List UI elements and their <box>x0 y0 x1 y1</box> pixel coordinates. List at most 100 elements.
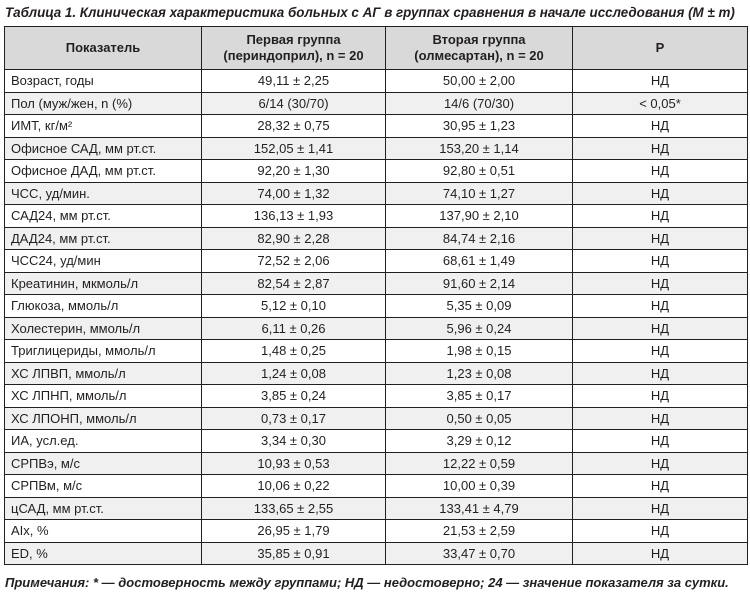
column-header-sublabel: (периндоприл), n = 20 <box>223 48 364 63</box>
group-2-value-cell: 33,47 ± 0,70 <box>385 541 573 565</box>
group-2-value-cell: 12,22 ± 0,59 <box>385 451 573 475</box>
table-row: ED, % 35,85 ± 0,91 33,47 ± 0,70 НД <box>4 541 748 565</box>
table-note: Примечания: * — достоверность между груп… <box>5 575 729 590</box>
parameter-cell: Креатинин, мкмоль/л <box>4 271 202 295</box>
parameter-cell: ХС ЛПОНП, ммоль/л <box>4 406 202 430</box>
p-value-cell: НД <box>572 204 748 228</box>
parameter-cell: ХС ЛПНП, ммоль/л <box>4 384 202 408</box>
group-2-value-cell: 74,10 ± 1,27 <box>385 181 573 205</box>
group-1-value-cell: 3,34 ± 0,30 <box>201 429 386 453</box>
group-2-value-cell: 50,00 ± 2,00 <box>385 69 573 93</box>
group-2-value-cell: 3,85 ± 0,17 <box>385 384 573 408</box>
column-header-group-1: Первая группа (периндоприл), n = 20 <box>201 26 386 70</box>
column-header-label: Вторая группа <box>432 32 526 47</box>
p-value-cell: НД <box>572 541 748 565</box>
group-2-value-cell: 153,20 ± 1,14 <box>385 136 573 160</box>
table-row: ХС ЛПНП, ммоль/л 3,85 ± 0,24 3,85 ± 0,17 НД <box>4 384 748 408</box>
group-1-value-cell: 92,20 ± 1,30 <box>201 159 386 183</box>
parameter-cell: САД24, мм рт.ст. <box>4 204 202 228</box>
group-2-value-cell: 133,41 ± 4,79 <box>385 496 573 520</box>
column-header-parameter: Показатель <box>4 26 202 70</box>
p-value-cell: НД <box>572 114 748 138</box>
p-value-cell: НД <box>572 159 748 183</box>
parameter-cell: AIx, % <box>4 519 202 543</box>
table-row: СРПВэ, м/с 10,93 ± 0,53 12,22 ± 0,59 НД <box>4 451 748 475</box>
p-value-cell: НД <box>572 226 748 250</box>
group-1-value-cell: 6,11 ± 0,26 <box>201 316 386 340</box>
table-row: СРПВм, м/с 10,06 ± 0,22 10,00 ± 0,39 НД <box>4 474 748 498</box>
p-value-cell: НД <box>572 339 748 363</box>
table-row: AIx, % 26,95 ± 1,79 21,53 ± 2,59 НД <box>4 519 748 543</box>
parameter-cell: ХС ЛПВП, ммоль/л <box>4 361 202 385</box>
group-1-value-cell: 35,85 ± 0,91 <box>201 541 386 565</box>
group-1-value-cell: 5,12 ± 0,10 <box>201 294 386 318</box>
p-value-cell: НД <box>572 249 748 273</box>
column-header-sublabel: (олмесартан), n = 20 <box>414 48 544 63</box>
group-1-value-cell: 26,95 ± 1,79 <box>201 519 386 543</box>
table-row: Глюкоза, ммоль/л 5,12 ± 0,10 5,35 ± 0,09 НД <box>4 294 748 318</box>
column-header-label: Показатель <box>65 40 141 55</box>
table-row: Офисное ДАД, мм рт.ст. 92,20 ± 1,30 92,80 … <box>4 159 748 183</box>
group-2-value-cell: 0,50 ± 0,05 <box>385 406 573 430</box>
group-1-value-cell: 82,54 ± 2,87 <box>201 271 386 295</box>
group-2-value-cell: 10,00 ± 0,39 <box>385 474 573 498</box>
parameter-cell: Офисное ДАД, мм рт.ст. <box>4 159 202 183</box>
group-1-value-cell: 6/14 (30/70) <box>201 91 386 115</box>
table-row: ХС ЛПОНП, ммоль/л 0,73 ± 0,17 0,50 ± 0,05 Н… <box>4 406 748 430</box>
group-2-value-cell: 3,29 ± 0,12 <box>385 429 573 453</box>
parameter-cell: ED, % <box>4 541 202 565</box>
p-value-cell: НД <box>572 316 748 340</box>
table-row: Пол (муж/жен, n (%) 6/14 (30/70) 14/6 (70/… <box>4 91 748 115</box>
group-2-value-cell: 137,90 ± 2,10 <box>385 204 573 228</box>
table-row: Триглицериды, ммоль/л 1,48 ± 0,25 1,98 ± 0… <box>4 339 748 363</box>
group-2-value-cell: 1,23 ± 0,08 <box>385 361 573 385</box>
clinical-characteristics-table: Показатель Первая группа (периндоприл), … <box>4 26 748 565</box>
p-value-cell: НД <box>572 294 748 318</box>
group-2-value-cell: 14/6 (70/30) <box>385 91 573 115</box>
parameter-cell: ИА, усл.ед. <box>4 429 202 453</box>
group-1-value-cell: 152,05 ± 1,41 <box>201 136 386 160</box>
parameter-cell: ИМТ, кг/м² <box>4 114 202 138</box>
table-row: Офисное САД, мм рт.ст. 152,05 ± 1,41 153,2… <box>4 136 748 160</box>
group-1-value-cell: 49,11 ± 2,25 <box>201 69 386 93</box>
column-header-p: Р <box>572 26 748 70</box>
group-2-value-cell: 5,96 ± 0,24 <box>385 316 573 340</box>
table-row: ХС ЛПВП, ммоль/л 1,24 ± 0,08 1,23 ± 0,08 НД <box>4 361 748 385</box>
table-row: САД24, мм рт.ст. 136,13 ± 1,93 137,90 ± 2,… <box>4 204 748 228</box>
group-2-value-cell: 84,74 ± 2,16 <box>385 226 573 250</box>
table-body: Возраст, годы 49,11 ± 2,25 50,00 ± 2,00 НД П… <box>4 69 748 565</box>
p-value-cell: НД <box>572 271 748 295</box>
p-value-cell: НД <box>572 496 748 520</box>
p-value-cell: НД <box>572 69 748 93</box>
group-1-value-cell: 133,65 ± 2,55 <box>201 496 386 520</box>
table-row: Холестерин, ммоль/л 6,11 ± 0,26 5,96 ± 0,2… <box>4 316 748 340</box>
group-1-value-cell: 136,13 ± 1,93 <box>201 204 386 228</box>
parameter-cell: Триглицериды, ммоль/л <box>4 339 202 363</box>
group-2-value-cell: 21,53 ± 2,59 <box>385 519 573 543</box>
table-row: Креатинин, мкмоль/л 82,54 ± 2,87 91,60 ± 2… <box>4 271 748 295</box>
table-row: ДАД24, мм рт.ст. 82,90 ± 2,28 84,74 ± 2,16… <box>4 226 748 250</box>
group-1-value-cell: 0,73 ± 0,17 <box>201 406 386 430</box>
group-2-value-cell: 92,80 ± 0,51 <box>385 159 573 183</box>
group-2-value-cell: 5,35 ± 0,09 <box>385 294 573 318</box>
group-1-value-cell: 1,24 ± 0,08 <box>201 361 386 385</box>
column-header-label: Первая группа <box>246 32 341 47</box>
group-1-value-cell: 10,93 ± 0,53 <box>201 451 386 475</box>
table-row: ЧСС, уд/мин. 74,00 ± 1,32 74,10 ± 1,27 НД <box>4 181 748 205</box>
p-value-cell: НД <box>572 429 748 453</box>
group-1-value-cell: 1,48 ± 0,25 <box>201 339 386 363</box>
parameter-cell: цСАД, мм рт.ст. <box>4 496 202 520</box>
group-2-value-cell: 91,60 ± 2,14 <box>385 271 573 295</box>
group-1-value-cell: 72,52 ± 2,06 <box>201 249 386 273</box>
group-1-value-cell: 74,00 ± 1,32 <box>201 181 386 205</box>
table-row: ЧСС24, уд/мин 72,52 ± 2,06 68,61 ± 1,49 НД <box>4 249 748 273</box>
group-1-value-cell: 28,32 ± 0,75 <box>201 114 386 138</box>
p-value-cell: НД <box>572 451 748 475</box>
group-1-value-cell: 3,85 ± 0,24 <box>201 384 386 408</box>
parameter-cell: ДАД24, мм рт.ст. <box>4 226 202 250</box>
p-value-cell: НД <box>572 519 748 543</box>
column-header-group-2: Вторая группа (олмесартан), n = 20 <box>385 26 573 70</box>
parameter-cell: Возраст, годы <box>4 69 202 93</box>
parameter-cell: Холестерин, ммоль/л <box>4 316 202 340</box>
column-header-label: Р <box>655 40 665 55</box>
